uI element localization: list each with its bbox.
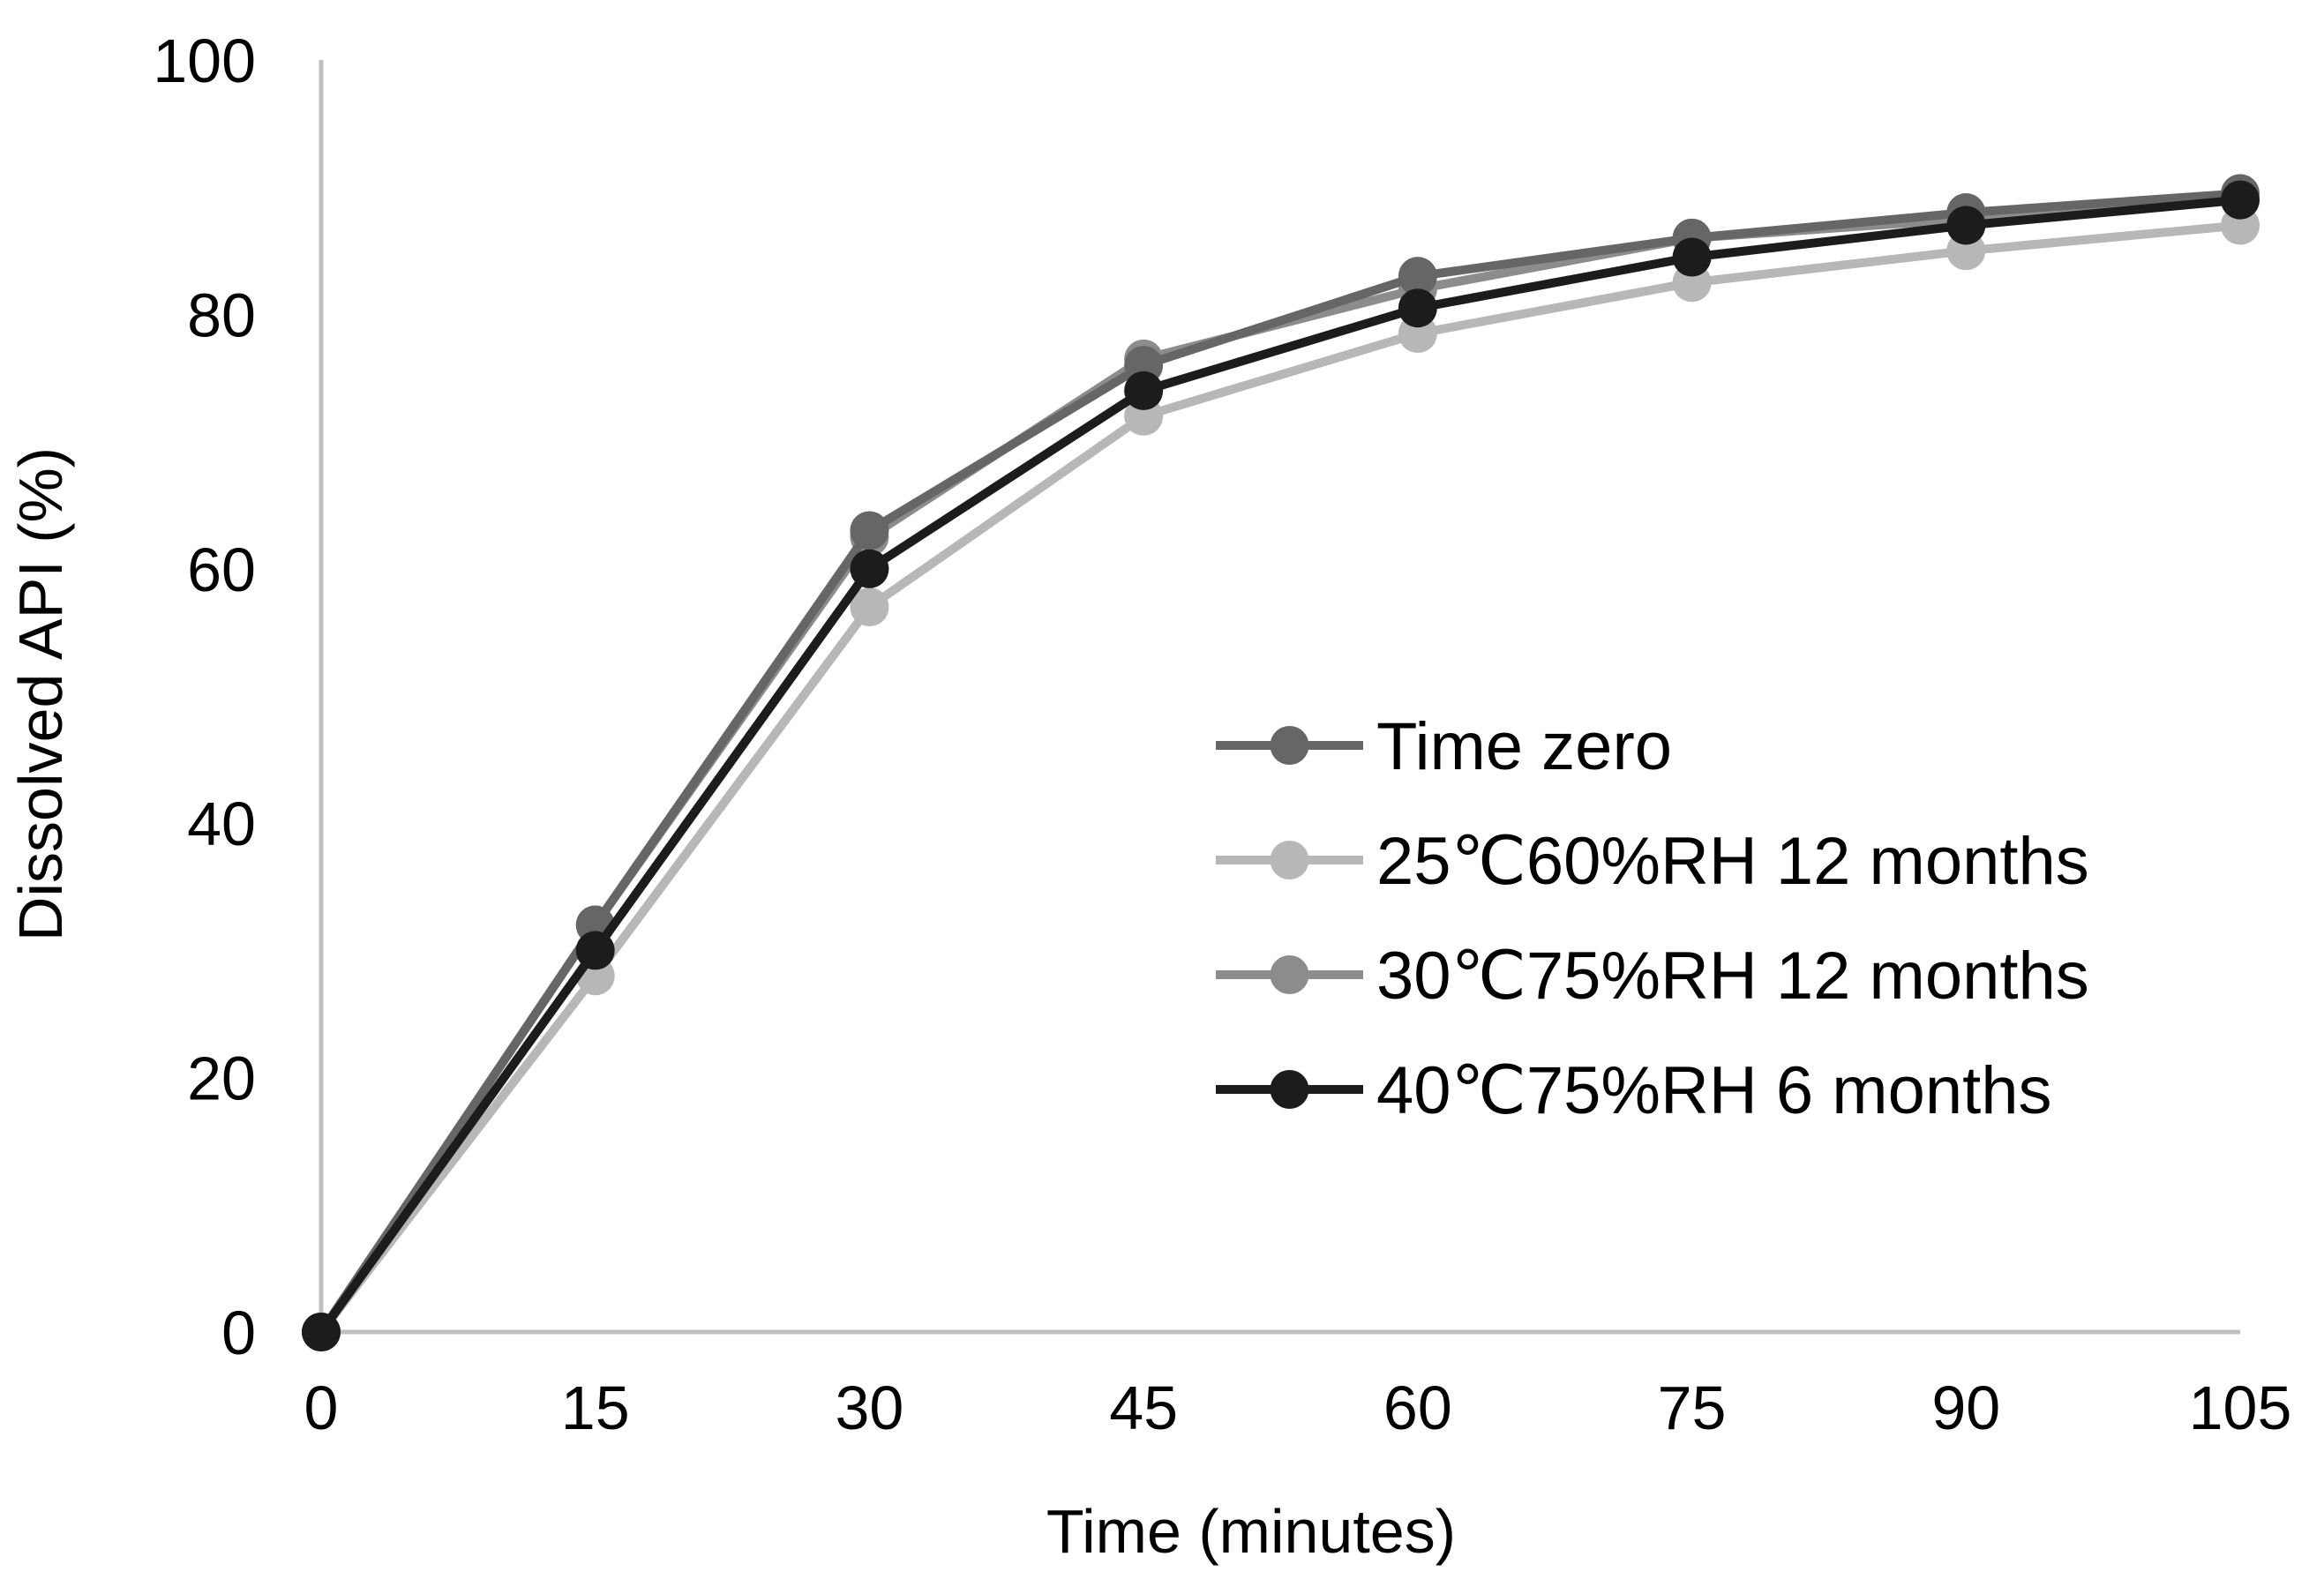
y-tick-label: 100 xyxy=(153,26,256,95)
data-point xyxy=(1398,257,1437,296)
x-tick-label: 60 xyxy=(1383,1373,1452,1442)
series-layer xyxy=(302,174,2260,1351)
legend-item: 25℃60%RH 12 months xyxy=(1216,824,2089,899)
legend: Time zero 25℃60%RH 12 months 30℃75%RH 12 m… xyxy=(1216,709,2089,1128)
x-tick-label: 75 xyxy=(1658,1373,1727,1442)
data-point xyxy=(850,511,889,550)
y-tick-labels: 0 20 40 60 80 100 xyxy=(153,26,256,1367)
series-line xyxy=(317,195,2241,1335)
data-point xyxy=(302,1313,341,1351)
legend-swatch-marker xyxy=(1270,726,1309,765)
x-tick-label: 0 xyxy=(304,1373,339,1442)
data-point xyxy=(2221,180,2260,220)
series-line xyxy=(317,195,2241,1335)
y-tick-label: 80 xyxy=(187,281,256,349)
y-axis-title: Dissolved API (%) xyxy=(6,447,75,941)
data-point xyxy=(575,931,615,970)
x-tick-label: 15 xyxy=(561,1373,630,1442)
legend-label: 25℃60%RH 12 months xyxy=(1376,824,2089,899)
x-tick-labels: 0 15 30 45 60 75 90 105 xyxy=(304,1373,2292,1442)
y-tick-label: 60 xyxy=(187,535,256,604)
data-point xyxy=(1672,237,1712,277)
x-tick-label: 30 xyxy=(835,1373,903,1442)
legend-label: 40℃75%RH 6 months xyxy=(1376,1053,2052,1128)
series-line xyxy=(317,189,2241,1335)
y-tick-label: 20 xyxy=(187,1044,256,1113)
data-point xyxy=(1946,206,1986,245)
y-tick-label: 40 xyxy=(187,790,256,858)
legend-label: Time zero xyxy=(1376,709,1672,784)
legend-label: 30℃75%RH 12 months xyxy=(1376,939,2089,1014)
series-group xyxy=(302,180,2260,1351)
series-line xyxy=(318,221,2241,1336)
legend-item: 40℃75%RH 6 months xyxy=(1216,1053,2052,1128)
x-tick-label: 45 xyxy=(1109,1373,1178,1442)
data-point xyxy=(850,587,889,627)
data-point xyxy=(850,549,889,588)
x-axis-title: Time (minutes) xyxy=(1046,1497,1456,1566)
x-tick-label: 105 xyxy=(2189,1373,2292,1442)
legend-swatch-marker xyxy=(1270,955,1309,994)
legend-swatch-marker xyxy=(1270,841,1309,879)
data-point xyxy=(1398,288,1437,328)
legend-item: 30℃75%RH 12 months xyxy=(1216,939,2089,1014)
axes xyxy=(319,60,2240,1335)
y-tick-label: 0 xyxy=(221,1298,256,1367)
series-group xyxy=(302,206,2260,1351)
legend-item: Time zero xyxy=(1216,709,1672,784)
data-point xyxy=(1124,370,1164,410)
series-group xyxy=(302,180,2260,1351)
x-tick-label: 90 xyxy=(1931,1373,2000,1442)
legend-swatch-marker xyxy=(1270,1070,1309,1109)
